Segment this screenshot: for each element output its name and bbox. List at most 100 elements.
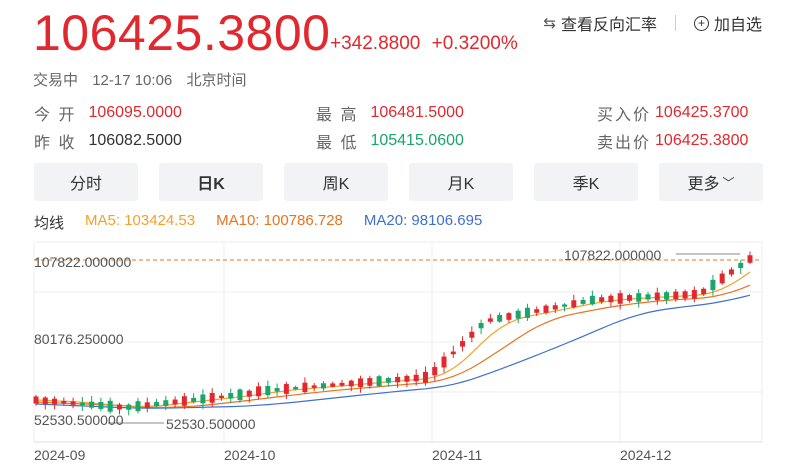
period-tabs: 分时 日K 周K 月K 季K 更多 ﹀ xyxy=(34,163,763,201)
candle-body xyxy=(135,401,141,412)
candle-body xyxy=(617,293,623,304)
candle-body xyxy=(348,380,354,387)
current-price: 106425.3800 xyxy=(33,5,331,61)
high-label: 最 高 xyxy=(316,107,359,124)
plus-circle-icon: + xyxy=(693,15,709,31)
candle-body xyxy=(33,396,39,404)
candle-body xyxy=(237,389,243,401)
ask-stat: 卖出价 106425.3800 xyxy=(597,129,748,153)
add-watchlist-button[interactable]: + 加自选 xyxy=(693,11,762,35)
candle-body xyxy=(116,404,122,410)
candle-body xyxy=(246,390,252,397)
low-value: 105415.0600 xyxy=(370,132,464,149)
reverse-rate-button[interactable]: ⇆ 查看反向汇率 xyxy=(543,11,657,35)
prev-close-label: 昨 收 xyxy=(34,135,77,152)
candle-body xyxy=(228,393,234,399)
bid-stat: 买入价 106425.3700 xyxy=(597,101,748,125)
tab-daily-k[interactable]: 日K xyxy=(159,163,263,201)
candle-body xyxy=(422,371,428,383)
candle-body xyxy=(330,383,336,387)
candle-body xyxy=(487,318,493,322)
tab-timeshare[interactable]: 分时 xyxy=(34,163,138,201)
candle-body xyxy=(747,255,753,263)
candle-body xyxy=(562,304,568,307)
low-label: 最 低 xyxy=(316,135,359,152)
candle-body xyxy=(552,305,558,310)
y-label-top: 107822.000000 xyxy=(34,254,132,270)
time-text: 12-17 10:06 xyxy=(92,72,173,89)
chart-grid xyxy=(33,241,763,443)
tab-weekly-k[interactable]: 周K xyxy=(284,163,388,201)
candle-body xyxy=(42,397,48,405)
candle-body xyxy=(200,394,206,404)
y-label-bottom: 52530.500000 xyxy=(34,412,124,428)
candle-body xyxy=(61,400,67,404)
candle-body xyxy=(497,314,503,322)
x-label-nov: 2024-11 xyxy=(432,447,483,463)
tab-quarterly-k[interactable]: 季K xyxy=(534,163,638,201)
candle-body xyxy=(571,300,577,308)
candle-body xyxy=(320,383,326,389)
candle-body xyxy=(79,402,85,406)
ma-title: 均线 xyxy=(34,215,65,232)
candle-body xyxy=(728,269,734,275)
price-change: +342.8800 +0.3200% xyxy=(330,33,524,55)
candle-body xyxy=(181,396,187,406)
candle-body xyxy=(469,331,475,338)
candle-body xyxy=(404,375,410,382)
candle-body xyxy=(358,378,364,388)
open-stat: 今 开 106095.0000 xyxy=(34,101,182,125)
candle-body xyxy=(524,307,530,318)
timezone-text: 北京时间 xyxy=(186,72,247,89)
candle-body xyxy=(701,288,707,295)
ask-label: 卖出价 xyxy=(597,135,652,152)
candle-body xyxy=(256,386,262,397)
candle-body xyxy=(89,401,95,408)
divider xyxy=(674,15,676,31)
x-label-oct: 2024-10 xyxy=(224,447,276,463)
candle-body xyxy=(274,388,280,392)
prev-close-stat: 昨 收 106082.5000 xyxy=(34,129,182,153)
candle-body xyxy=(432,366,438,376)
candle-body xyxy=(218,395,224,398)
candle-body xyxy=(395,376,401,383)
candle-body xyxy=(636,293,642,302)
swap-arrows-icon: ⇆ xyxy=(543,15,556,32)
candle-body xyxy=(608,295,614,303)
ma20-line xyxy=(35,294,751,409)
candle-body xyxy=(163,400,169,406)
candles xyxy=(33,251,753,416)
tab-monthly-k[interactable]: 月K xyxy=(409,163,513,201)
reverse-rate-label: 查看反向汇率 xyxy=(560,17,657,34)
kline-chart[interactable]: 107822.000000 80176.250000 52530.500000 … xyxy=(0,232,800,476)
candle-body xyxy=(599,297,605,302)
candle-body xyxy=(339,382,345,386)
candle-body xyxy=(645,294,651,300)
candle-body xyxy=(413,374,419,382)
moving-average-legend: 均线 MA5: 103424.53 MA10: 100786.728 MA20:… xyxy=(34,212,482,233)
candle-body xyxy=(98,401,104,409)
candle-body xyxy=(311,385,317,388)
candle-body xyxy=(265,385,271,396)
candle-body xyxy=(543,305,549,313)
ma10-value: MA10: 100786.728 xyxy=(216,212,343,229)
candle-body xyxy=(691,289,697,299)
open-label: 今 开 xyxy=(34,107,77,124)
top-actions: ⇆ 查看反向汇率 + 加自选 xyxy=(543,11,762,35)
candle-body xyxy=(506,313,512,320)
tab-more[interactable]: 更多 ﹀ xyxy=(659,163,763,201)
candle-body xyxy=(441,356,447,368)
candle-body xyxy=(682,291,688,299)
candle-body xyxy=(515,310,521,319)
x-label-dec: 2024-12 xyxy=(620,447,672,463)
chevron-down-icon: ﹀ xyxy=(722,175,735,190)
candle-body xyxy=(460,341,466,347)
candle-body xyxy=(385,378,391,383)
candle-body xyxy=(580,299,586,304)
candle-body xyxy=(738,262,744,269)
candle-body xyxy=(589,295,595,305)
y-label-mid: 80176.250000 xyxy=(34,331,124,347)
candle-body xyxy=(70,401,76,405)
add-watchlist-label: 加自选 xyxy=(713,17,762,34)
high-value: 106481.5000 xyxy=(370,104,464,121)
